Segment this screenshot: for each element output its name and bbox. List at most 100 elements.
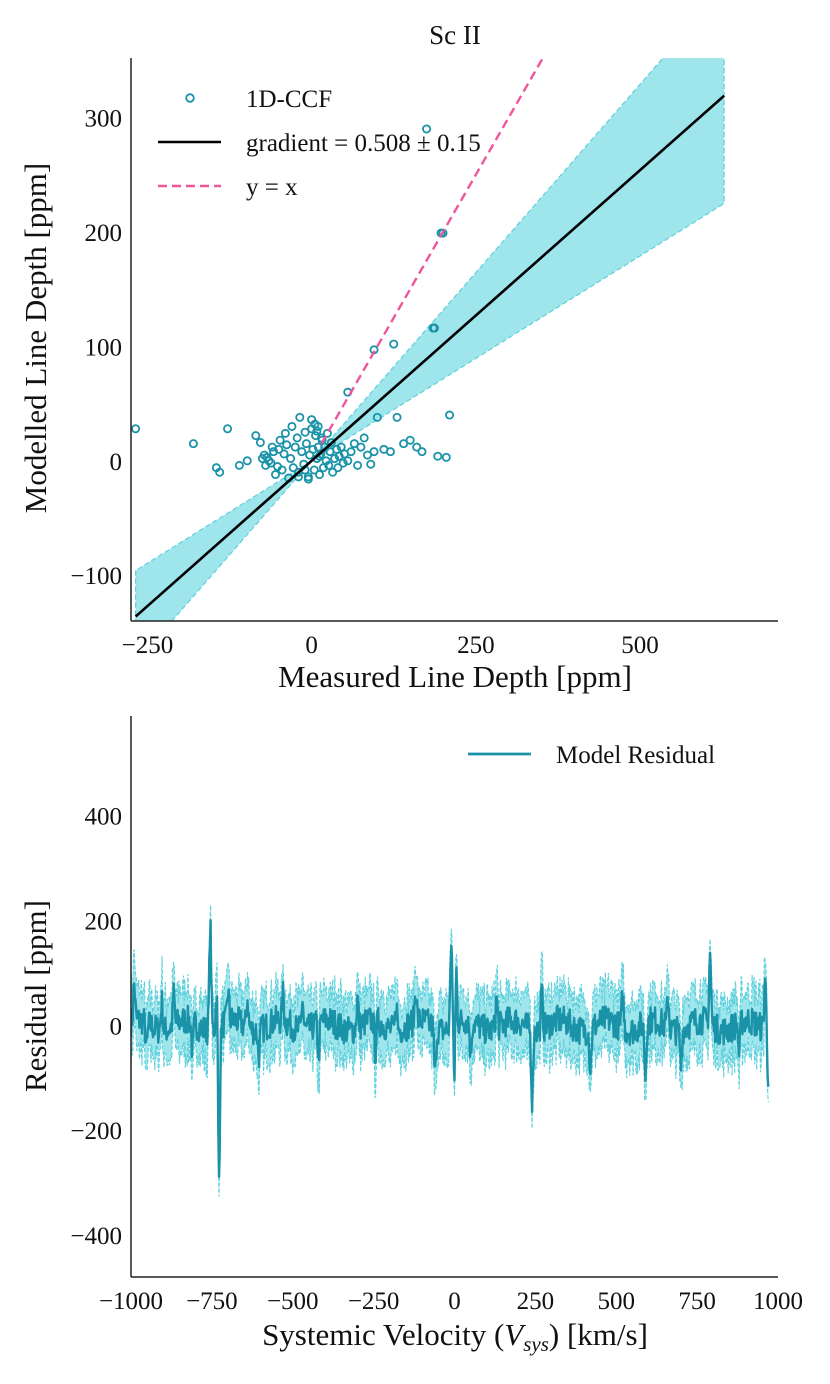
legend: 1D-CCF gradient = 0.508 ± 0.15 y = x [158, 86, 481, 201]
fit-lines [134, 58, 725, 618]
scatter-point [356, 442, 366, 452]
scatter-point [405, 435, 415, 445]
scatter-point [269, 447, 279, 457]
scatter-point [412, 442, 422, 452]
scatter-point [313, 442, 323, 452]
scatter-point [301, 439, 311, 449]
scatter-point [295, 412, 305, 422]
legend-label-identity: y = x [246, 174, 298, 201]
scatter-point [330, 454, 340, 464]
y-tick-label: 0 [110, 449, 123, 476]
scatter-point [282, 440, 292, 450]
scatter-point [366, 459, 376, 469]
scatter-point [334, 451, 344, 461]
scatter-point [392, 412, 402, 422]
x-tick-label: 0 [305, 632, 318, 659]
scatter-point [300, 427, 310, 437]
scatter-point [290, 442, 300, 452]
scatter-point [312, 426, 322, 436]
scatter-point [297, 447, 307, 457]
y-tick-label: −200 [70, 1118, 122, 1145]
scatter-point [324, 460, 334, 470]
scatter-point [277, 465, 287, 475]
x-tick-label: −500 [267, 1288, 319, 1315]
x-axis-label-tail: ) [km/s] [549, 1317, 648, 1352]
scatter-point [275, 435, 285, 445]
identity-line [320, 58, 545, 445]
y-axis-label: Residual [ppm] [18, 900, 53, 1092]
residual-band [131, 905, 769, 1197]
band-right [311, 58, 725, 461]
scatter-point [385, 447, 395, 457]
x-tick-label: −250 [122, 632, 174, 659]
scatter-point [308, 444, 318, 454]
scatter-point [326, 437, 336, 447]
scatter-point [266, 458, 276, 468]
residual-chart: −1000 −750 −500 −250 0 250 500 750 1000 −400 −200… [18, 716, 803, 1356]
legend: Model Residual [468, 742, 715, 769]
scatter-point [251, 431, 261, 441]
scatter-point [234, 460, 244, 470]
scatter-point [372, 412, 382, 422]
scatter-point [322, 428, 332, 438]
scatter-point [271, 470, 281, 480]
y-tick-label: 400 [85, 804, 123, 831]
x-tick-label: 250 [457, 632, 495, 659]
residual-series-line [131, 919, 770, 1178]
scatter-point [303, 474, 313, 484]
x-tick-label: 500 [621, 632, 659, 659]
y-tick-label: −100 [70, 563, 122, 590]
scatter-chart: Sc II −250 0 250 500 −100 0 100 200 300 Measure… [18, 20, 778, 694]
x-axis-label: Systemic Velocity (Vsys) [km/s] [262, 1317, 648, 1356]
legend-label-points: 1D-CCF [246, 86, 332, 113]
scatter-point [389, 339, 399, 349]
scatter-point [287, 421, 297, 431]
scatter-point [359, 433, 369, 443]
x-tick-label: −750 [186, 1288, 238, 1315]
scatter-point [242, 456, 252, 466]
scatter-point [292, 433, 302, 443]
y-tick-label: 0 [110, 1013, 123, 1040]
band-edge-0 [311, 58, 664, 462]
confidence-band [134, 58, 725, 621]
x-tick-label: 250 [517, 1288, 555, 1315]
residual-line [131, 919, 770, 1178]
scatter-point [433, 451, 443, 461]
scatter-point [349, 439, 359, 449]
x-axis-label-main: Systemic Velocity ( [262, 1317, 504, 1352]
axes [130, 58, 778, 622]
fit-line [134, 94, 725, 618]
x-tick-label: 0 [448, 1288, 461, 1315]
y-tick-label: −400 [70, 1223, 122, 1250]
y-tick-label: 100 [85, 334, 123, 361]
scatter-point [288, 463, 298, 473]
legend-marker-points [185, 93, 195, 103]
band-edge-2 [135, 460, 312, 572]
scatter-point [445, 410, 455, 420]
scatter-point [264, 456, 274, 466]
scatter-point [441, 452, 451, 462]
band-edge-3 [171, 460, 313, 621]
scatter-point [333, 463, 343, 473]
x-tick-labels: −250 0 250 500 [122, 632, 659, 659]
scatter-point [338, 458, 348, 468]
legend-label-fit: gradient = 0.508 ± 0.15 [246, 130, 481, 157]
y-tick-labels: −100 0 100 200 300 [70, 106, 122, 591]
scatter-point [353, 460, 363, 470]
scatter-point [188, 439, 198, 449]
scatter-point [336, 442, 346, 452]
y-tick-label: 300 [85, 106, 123, 133]
legend-label-residual: Model Residual [556, 742, 715, 769]
scatter-point [362, 450, 372, 460]
scatter-point [369, 447, 379, 457]
x-tick-label: 1000 [753, 1288, 803, 1315]
scatter-point [328, 467, 338, 477]
x-tick-label: 750 [678, 1288, 716, 1315]
scatter-point [223, 424, 233, 434]
x-tick-label: −1000 [99, 1288, 163, 1315]
scatter-point [399, 439, 409, 449]
scatter-point [346, 447, 356, 457]
scatter-point [315, 470, 325, 480]
scatter-point [343, 456, 353, 466]
